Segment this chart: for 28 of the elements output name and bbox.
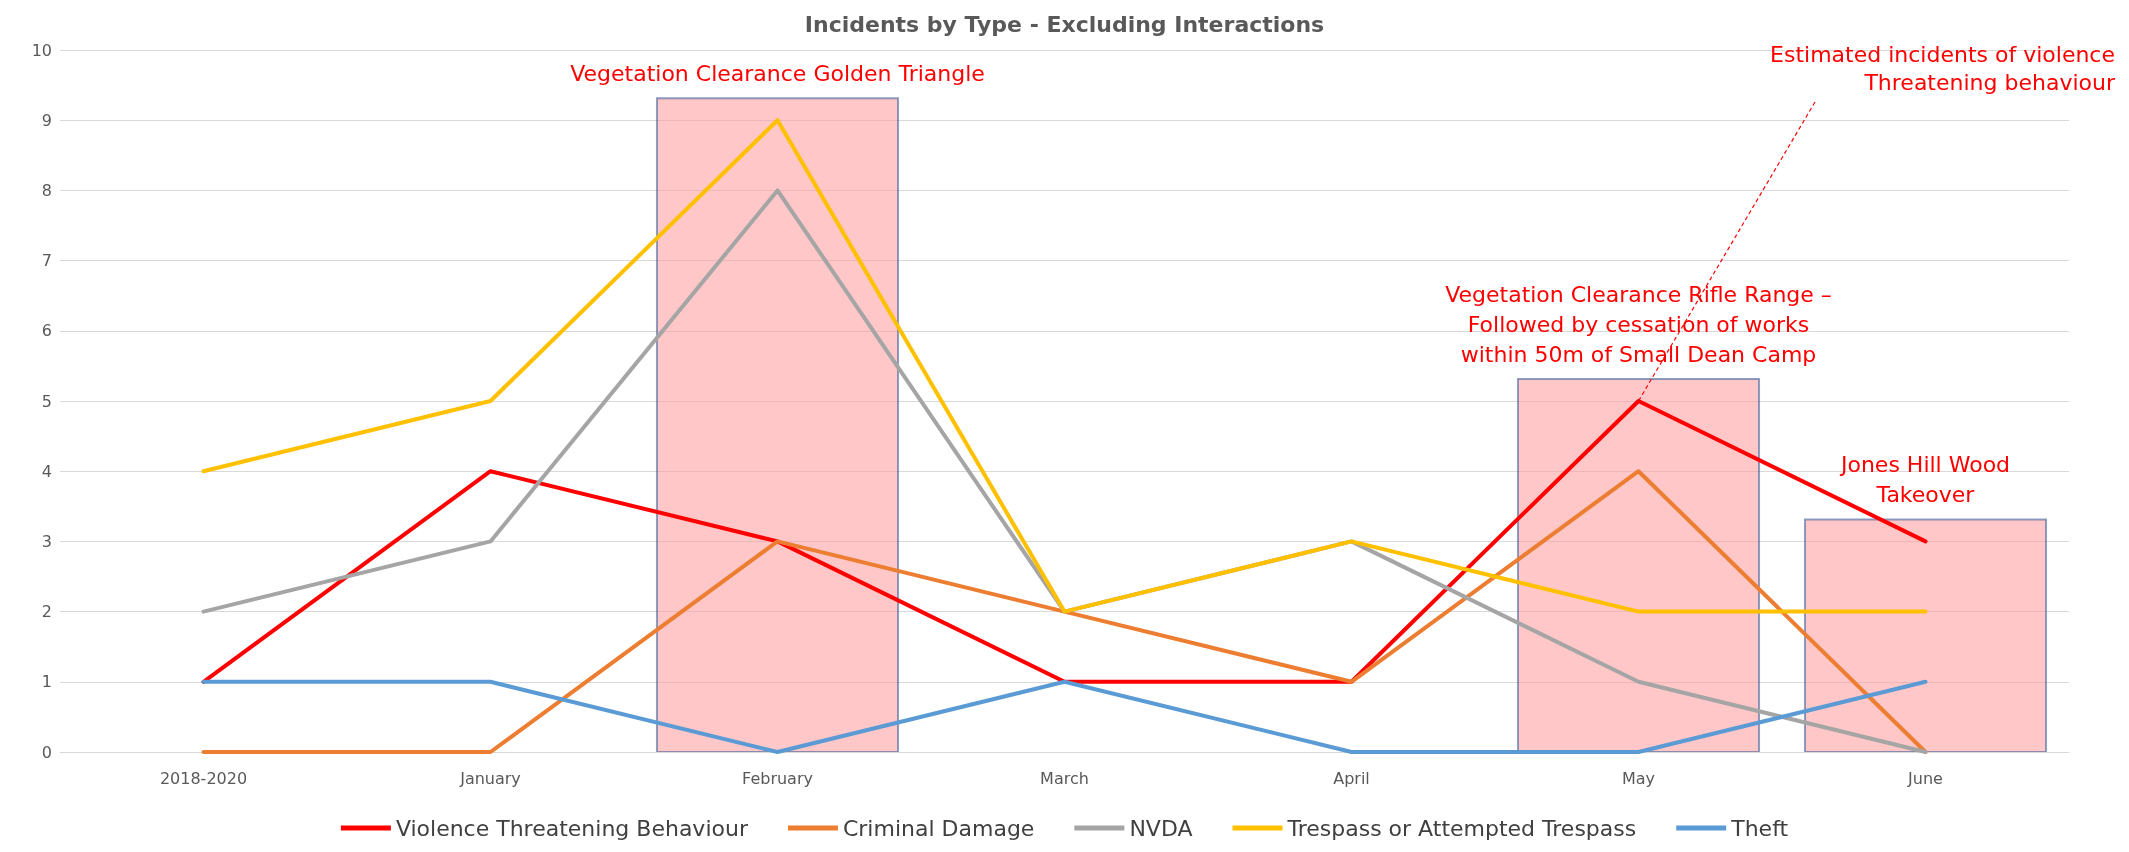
x-tick-label: 2018-2020 bbox=[159, 768, 248, 788]
band-label: Jones Hill Wood Takeover bbox=[1838, 451, 2011, 507]
x-tick-label: April bbox=[1333, 768, 1370, 788]
y-tick-label: 10 bbox=[31, 40, 52, 60]
y-tick-label: 0 bbox=[41, 742, 52, 762]
annotation: Estimated incidents of violence Threatening behaviour bbox=[1770, 41, 2116, 95]
band-label: Vegetation Clearance Rifle Range – Followed by cessation of works within 50m of Small Dean Camp bbox=[1445, 281, 1832, 367]
y-tick-label: 5 bbox=[41, 391, 52, 411]
x-tick-label: June bbox=[1907, 768, 1943, 788]
y-tick-label: 7 bbox=[41, 251, 52, 271]
y-tick-label: 8 bbox=[41, 180, 52, 200]
x-tick-label: May bbox=[1621, 768, 1656, 788]
legend-label: Trespass or Attempted Trespass bbox=[1286, 815, 1637, 841]
y-tick-label: 4 bbox=[41, 461, 52, 481]
x-tick-label: January bbox=[459, 768, 521, 788]
legend-label: NVDA bbox=[1129, 815, 1193, 841]
legend-label: Theft bbox=[1730, 815, 1789, 841]
y-tick-label: 6 bbox=[41, 321, 52, 341]
legend-label: Criminal Damage bbox=[842, 815, 1035, 841]
y-tick-label: 2 bbox=[41, 602, 52, 622]
band-label: Vegetation Clearance Golden Triangle bbox=[570, 60, 985, 86]
x-tick-label: March bbox=[1040, 768, 1089, 788]
y-tick-label: 1 bbox=[41, 672, 52, 692]
chart-title: Incidents by Type - Excluding Interactions bbox=[804, 11, 1325, 37]
legend-label: Violence Threatening Behaviour bbox=[395, 815, 749, 841]
y-tick-label: 9 bbox=[41, 110, 52, 130]
x-tick-label: February bbox=[742, 768, 813, 788]
y-tick-label: 3 bbox=[41, 531, 52, 551]
